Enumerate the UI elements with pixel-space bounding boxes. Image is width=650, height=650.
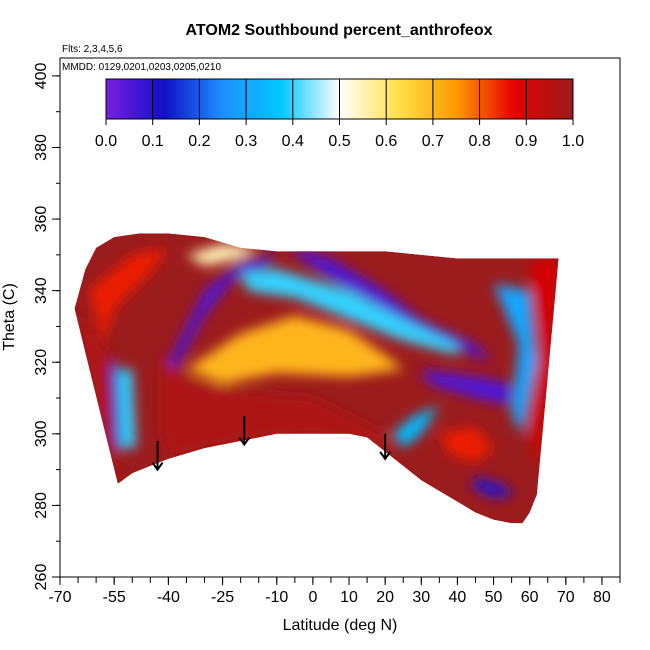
arrow-head (151, 462, 164, 472)
heatmap-region (493, 283, 537, 434)
colorbar-tick-label: 0.7 (422, 133, 444, 150)
heatmap-region (186, 315, 404, 384)
heatmap-region (421, 369, 512, 406)
flights-note: Flts: 2,3,4,5,6 (62, 44, 123, 55)
arrow-head (379, 451, 391, 461)
colorbar-tick-label: 1.0 (562, 133, 584, 150)
x-tick-label: 50 (485, 589, 503, 606)
colorbar-tick-label: 0.3 (235, 133, 257, 150)
heatmap-region (392, 405, 440, 449)
heatmap-region (88, 247, 169, 345)
x-tick-label: 10 (340, 589, 358, 606)
x-tick-label: -70 (48, 589, 71, 606)
colorbar-tick-label: 0.6 (375, 133, 397, 150)
x-tick-label: -10 (265, 589, 288, 606)
x-tick-label: -55 (103, 589, 126, 606)
arrows (151, 415, 391, 472)
x-tick-label: 30 (412, 589, 430, 606)
arrow-head (238, 436, 251, 447)
colorbar-tick-label: 0.2 (188, 133, 210, 150)
y-tick-label: 400 (33, 62, 50, 89)
colorbar-tick-label: 0.0 (95, 133, 117, 150)
x-tick-label: 0 (308, 589, 317, 606)
x-tick-label: 70 (557, 589, 575, 606)
y-tick-label: 360 (33, 206, 50, 233)
y-tick-label: 340 (33, 277, 50, 304)
heatmap-region (74, 308, 118, 484)
heatmap-region (110, 362, 122, 449)
x-tick-label: 60 (521, 589, 539, 606)
heatmap-region (168, 254, 277, 370)
colorbar-tick-label: 0.5 (328, 133, 350, 150)
x-tick-label: 40 (449, 589, 467, 606)
colorbar: 0.0 0.1 0.2 0.3 0.4 0.5 0.6 0.7 0.8 0.9 1.0 (95, 78, 584, 150)
colorbar-tick-label: 0.8 (468, 133, 490, 150)
y-axis: 260 280 300 320 340 360 380 400 (33, 62, 60, 590)
heatmap-field (74, 233, 559, 524)
heatmap-region (186, 244, 259, 266)
heatmap-region (117, 369, 136, 449)
x-tick-label: -40 (157, 589, 180, 606)
heatmap-region (240, 269, 458, 356)
heatmap-region (161, 355, 386, 459)
y-tick-label: 380 (33, 134, 50, 161)
colorbar-tick-label: 0.1 (142, 133, 164, 150)
x-axis: -70 -55 -40 -25 -10 0 10 20 30 40 50 60 70 80 (48, 577, 621, 606)
heatmap-region (294, 247, 494, 363)
y-tick-label: 320 (33, 349, 50, 376)
y-tick-label: 260 (33, 564, 50, 591)
y-tick-label: 300 (33, 420, 50, 447)
chart-title: ATOM2 Southbound percent_anthrofeox (186, 22, 493, 39)
heatmap-region (439, 426, 494, 463)
heatmap-region (529, 258, 559, 470)
heatmap-envelope (74, 233, 559, 524)
heatmap-region (471, 476, 516, 499)
y-tick-label: 280 (33, 492, 50, 519)
colorbar-tick-label: 0.9 (515, 133, 537, 150)
x-axis-title: Latitude (deg N) (283, 617, 398, 634)
y-axis-title: Theta (C) (1, 283, 18, 351)
colorbar-tick-label: 0.4 (282, 133, 304, 150)
x-tick-label: -25 (211, 589, 234, 606)
x-tick-label: 20 (376, 589, 394, 606)
dates-note: MMDD: 0129,0201,0203,0205,0210 (62, 62, 221, 73)
plot-frame (59, 57, 621, 578)
x-tick-label: 80 (593, 589, 611, 606)
